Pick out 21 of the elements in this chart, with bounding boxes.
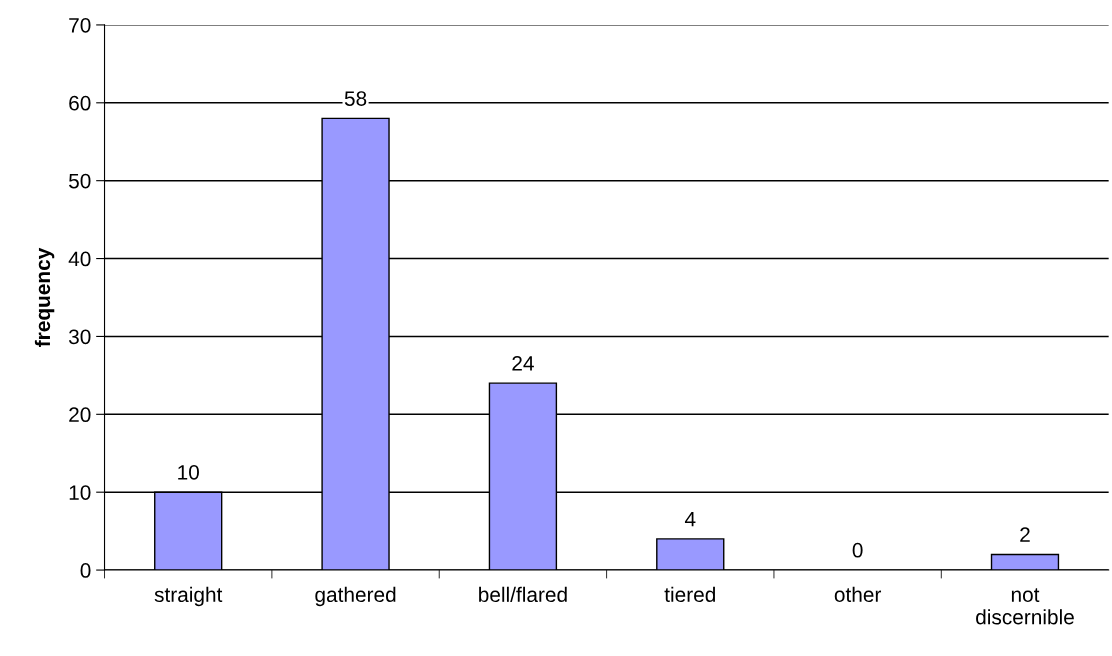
y-tick-label: 40 xyxy=(68,251,91,267)
y-tick-label: 60 xyxy=(69,95,91,111)
x-tick-label: tiered xyxy=(664,586,715,603)
data-label: 0 xyxy=(852,542,863,558)
y-tick-label: 30 xyxy=(68,329,91,345)
y-axis-title: frequency xyxy=(34,247,55,347)
x-tick-label: other xyxy=(834,586,882,603)
x-tick-label: straight xyxy=(154,586,223,607)
y-tick-label: 20 xyxy=(69,407,91,423)
data-label: 2 xyxy=(1020,527,1030,542)
x-tick-label: bell/flared xyxy=(479,586,567,603)
data-label: 10 xyxy=(178,464,199,480)
x-tick-label: not discernible xyxy=(976,588,1074,625)
data-label: 58 xyxy=(344,91,367,106)
data-label: 4 xyxy=(684,511,696,527)
x-tick-label: gathered xyxy=(315,586,396,607)
data-label: 24 xyxy=(512,355,534,371)
y-tick-label: 70 xyxy=(69,17,91,33)
y-tick-label: 50 xyxy=(69,173,91,189)
y-tick-label: 0 xyxy=(80,563,91,578)
y-tick-label: 10 xyxy=(69,485,91,500)
